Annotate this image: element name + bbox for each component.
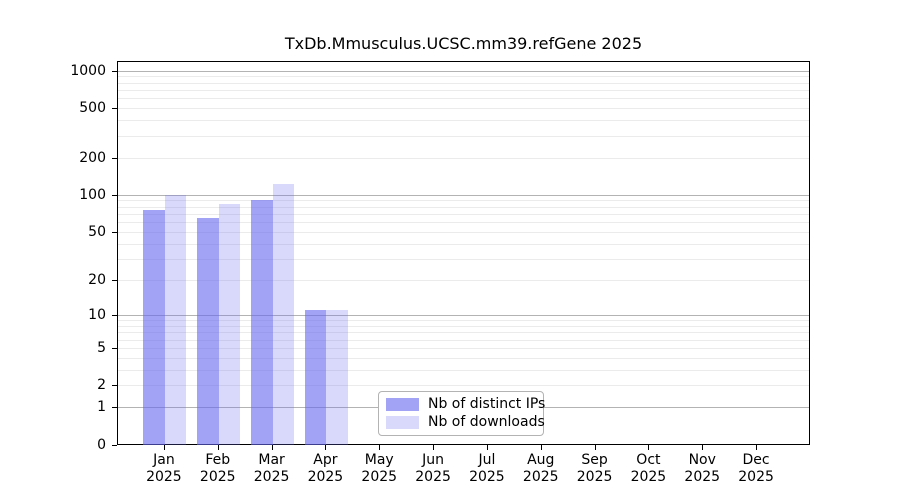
y-tick-mark-20 [112, 279, 117, 281]
x-tick-mark-apr [325, 445, 327, 450]
x-tick-mark-aug [540, 445, 542, 450]
gridline-minor-900 [118, 76, 809, 78]
gridline-minor-500 [118, 108, 809, 110]
y-tick-label-100: 100 [79, 186, 106, 203]
plot-area [117, 61, 810, 445]
gridline-minor-400 [118, 120, 809, 122]
x-tick-mark-feb [217, 445, 219, 450]
y-tick-mark-500 [112, 108, 117, 110]
x-tick-label-mar: Mar 2025 [253, 452, 290, 485]
y-tick-mark-2 [112, 385, 117, 387]
gridline-minor-800 [118, 82, 809, 84]
legend-label-downloads: Nb of downloads [428, 414, 545, 430]
gridline-minor-2 [118, 385, 809, 387]
gridline-minor-70 [118, 213, 809, 215]
x-tick-mark-nov [702, 445, 704, 450]
x-tick-label-nov: Nov 2025 [684, 452, 721, 485]
gridline-minor-9 [118, 320, 809, 322]
gridline-minor-7 [118, 332, 809, 334]
y-tick-label-2: 2 [97, 377, 106, 394]
x-tick-label-jun: Jun 2025 [415, 452, 451, 485]
x-tick-mark-jul [486, 445, 488, 450]
x-tick-mark-sep [594, 445, 596, 450]
y-tick-label-1000: 1000 [70, 62, 106, 79]
bar-mar-nb-of-distinct-ips [251, 200, 273, 445]
chart-title: TxDb.Mmusculus.UCSC.mm39.refGene 2025 [284, 34, 643, 53]
gridline-minor-20 [118, 279, 809, 281]
gridline-major-1000 [118, 70, 809, 72]
gridline-minor-3 [118, 369, 809, 371]
bar-feb-nb-of-distinct-ips [197, 217, 219, 445]
gridline-minor-5 [118, 347, 809, 349]
y-tick-label-20: 20 [88, 271, 106, 288]
legend-label-distinct-ips: Nb of distinct IPs [428, 396, 546, 412]
bar-apr-nb-of-distinct-ips [304, 310, 327, 445]
gridline-minor-40 [118, 243, 809, 245]
gridline-minor-4 [118, 357, 809, 359]
gridline-minor-200 [118, 157, 809, 159]
x-tick-mark-jun [433, 445, 435, 450]
x-tick-label-apr: Apr 2025 [307, 452, 344, 485]
gridline-minor-6 [118, 339, 809, 341]
x-tick-label-aug: Aug 2025 [522, 452, 559, 485]
x-tick-mark-jan [163, 445, 165, 450]
x-tick-label-dec: Dec 2025 [738, 452, 774, 485]
gridline-minor-60 [118, 222, 809, 224]
y-tick-mark-10 [112, 315, 117, 317]
x-tick-label-may: May 2025 [361, 452, 398, 485]
gridline-minor-80 [118, 206, 809, 208]
bar-jan-nb-of-distinct-ips [143, 210, 165, 445]
gridline-major-10 [118, 315, 809, 317]
y-tick-label-0: 0 [97, 437, 106, 453]
y-tick-label-10: 10 [88, 307, 106, 324]
y-tick-mark-1000 [112, 70, 117, 72]
gridline-minor-90 [118, 200, 809, 202]
x-tick-label-oct: Oct 2025 [630, 452, 667, 485]
x-tick-mark-mar [271, 445, 273, 450]
distinct-ips-swatch-icon [386, 398, 419, 411]
y-tick-label-1: 1 [97, 399, 106, 416]
gridline-major-100 [118, 194, 809, 196]
bar-jan-nb-of-downloads [164, 194, 187, 445]
y-tick-label-5: 5 [97, 339, 106, 356]
y-tick-label-500: 500 [79, 100, 106, 117]
gridline-minor-600 [118, 98, 809, 100]
bar-apr-nb-of-downloads [326, 310, 348, 445]
y-tick-mark-0 [112, 445, 117, 446]
downloads-swatch-icon [386, 416, 419, 429]
y-tick-label-50: 50 [88, 223, 106, 240]
x-tick-mark-dec [756, 445, 758, 450]
gridline-minor-8 [118, 325, 809, 327]
gridline-minor-700 [118, 89, 809, 91]
x-tick-mark-may [379, 445, 381, 450]
legend-row-distinct-ips: Nb of distinct IPs [386, 397, 545, 412]
y-tick-mark-50 [112, 231, 117, 233]
x-tick-label-feb: Feb 2025 [199, 452, 236, 485]
bar-feb-nb-of-downloads [218, 203, 241, 445]
y-tick-mark-200 [112, 157, 117, 159]
gridline-minor-300 [118, 135, 809, 137]
gridline-minor-30 [118, 258, 809, 260]
y-tick-mark-100 [112, 194, 117, 196]
bar-mar-nb-of-downloads [272, 183, 295, 445]
x-tick-label-sep: Sep 2025 [576, 452, 613, 485]
y-tick-label-200: 200 [79, 149, 106, 166]
gridline-minor-50 [118, 231, 809, 233]
x-tick-label-jan: Jan 2025 [146, 452, 182, 485]
x-tick-label-jul: Jul 2025 [469, 452, 505, 485]
y-tick-mark-1 [112, 407, 117, 409]
legend: Nb of distinct IPs Nb of downloads [378, 391, 545, 436]
legend-row-downloads: Nb of downloads [386, 415, 545, 430]
x-tick-mark-oct [648, 445, 650, 450]
y-tick-mark-5 [112, 347, 117, 349]
